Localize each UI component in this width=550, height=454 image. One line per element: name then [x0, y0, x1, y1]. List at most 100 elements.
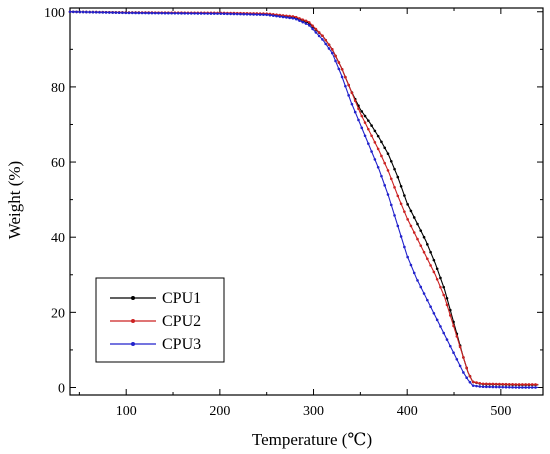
- series-point: [465, 376, 468, 380]
- series-point: [507, 385, 511, 389]
- series-point: [403, 194, 406, 197]
- series-point: [485, 382, 488, 386]
- series-point: [396, 175, 400, 179]
- series-point: [376, 134, 380, 138]
- series-point: [386, 193, 390, 196]
- series-point: [150, 11, 154, 15]
- series-point: [416, 279, 419, 282]
- y-tick-label: 80: [51, 81, 65, 96]
- series-point: [337, 61, 341, 64]
- series-point: [439, 285, 442, 289]
- series-point: [301, 20, 305, 24]
- series-point: [488, 385, 491, 389]
- legend-label: CPU1: [162, 290, 201, 307]
- y-tick-label: 20: [51, 306, 65, 321]
- y-axis-title: Weight (%): [5, 161, 24, 239]
- series-point: [203, 12, 206, 15]
- series-point: [206, 12, 209, 15]
- series-point: [271, 14, 275, 17]
- series-point: [235, 12, 239, 16]
- series-point: [353, 110, 357, 114]
- series-point: [389, 159, 393, 163]
- series-point: [386, 152, 390, 155]
- plot-frame: [69, 7, 544, 396]
- legend-box: [95, 277, 225, 363]
- series-point: [367, 127, 370, 131]
- series-point: [314, 27, 318, 31]
- series-point: [144, 11, 147, 15]
- series-point: [406, 218, 409, 221]
- series-point: [429, 305, 432, 309]
- series-point: [183, 12, 187, 15]
- series-point: [399, 202, 403, 206]
- series-point: [517, 386, 521, 389]
- series-point: [534, 383, 537, 386]
- series-point: [376, 166, 380, 169]
- series-point: [455, 335, 459, 338]
- y-tick-label: 100: [44, 6, 65, 21]
- legend-swatch-marker: [131, 342, 135, 346]
- series-point: [426, 257, 429, 261]
- series-point: [317, 34, 321, 38]
- series-point: [498, 382, 501, 386]
- series-point: [491, 385, 495, 389]
- series-point: [419, 229, 423, 232]
- series-point: [498, 385, 501, 389]
- series-point: [344, 84, 347, 88]
- series-point: [406, 203, 409, 206]
- series-point: [173, 11, 177, 15]
- series-point: [478, 385, 482, 388]
- y-tick-label: 60: [51, 156, 65, 171]
- series-point: [245, 12, 249, 16]
- series-point: [242, 12, 246, 16]
- series-point: [419, 244, 423, 247]
- series-point: [534, 386, 537, 389]
- series-point: [249, 13, 252, 16]
- series-point: [363, 134, 367, 138]
- series-point: [511, 383, 514, 386]
- series-point: [340, 67, 344, 71]
- series-point: [127, 11, 131, 15]
- series-point: [301, 18, 305, 21]
- series-point: [383, 146, 387, 150]
- legend-swatch-marker: [131, 319, 135, 323]
- series-point: [442, 293, 446, 297]
- series-point: [507, 382, 511, 386]
- series-point: [180, 12, 183, 15]
- series-point: [367, 119, 370, 122]
- series-point: [330, 51, 334, 55]
- series-point: [298, 17, 301, 20]
- x-tick-label: 100: [116, 404, 137, 419]
- series-point: [308, 21, 311, 24]
- series-point: [527, 386, 531, 389]
- series-point: [422, 235, 426, 239]
- series-point: [340, 75, 344, 79]
- series-point: [114, 11, 118, 14]
- series-point: [262, 13, 265, 16]
- series-point: [160, 11, 164, 15]
- series-point: [350, 102, 354, 106]
- series-point: [524, 386, 527, 389]
- series-point: [452, 351, 455, 355]
- series-point: [370, 134, 373, 138]
- series-point: [412, 231, 416, 234]
- series-point: [219, 12, 223, 15]
- series-point: [258, 13, 262, 16]
- series-point: [334, 54, 337, 58]
- series-point: [68, 10, 72, 14]
- series-point: [432, 311, 436, 315]
- series-point: [485, 385, 488, 389]
- series-point: [389, 177, 393, 181]
- series-point: [442, 285, 446, 289]
- series-point: [288, 16, 291, 20]
- series-point: [314, 31, 318, 34]
- series-point: [285, 16, 288, 19]
- series-point: [124, 11, 128, 15]
- series-point: [330, 48, 334, 51]
- series-point: [416, 222, 419, 226]
- series-point: [435, 318, 439, 322]
- series-point: [426, 298, 429, 302]
- series-point: [193, 12, 196, 15]
- series-point: [327, 43, 331, 47]
- legend-swatch-marker: [131, 296, 135, 300]
